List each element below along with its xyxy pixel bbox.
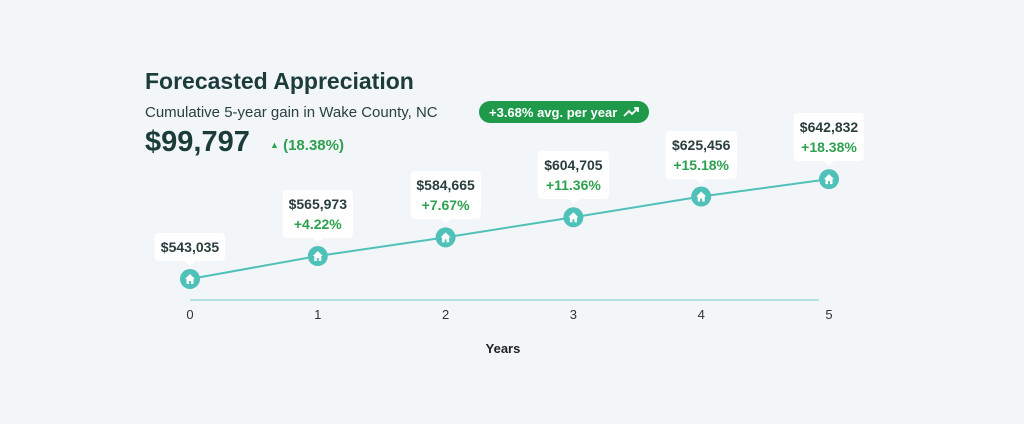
change-label: +18.38% [801,139,857,156]
x-tick-label: 5 [825,307,832,322]
value-label: $642,832 [799,119,859,136]
x-axis-label: Years [486,341,521,356]
data-label: $565,973 +4.22% [282,190,353,244]
trending-up-icon [623,107,640,117]
change-label: +15.18% [673,156,730,173]
house-icon [824,174,834,185]
x-tick-label: 3 [570,307,577,322]
total-gain: $99,797 [145,126,250,158]
chart-title: Forecasted Appreciation [145,68,414,94]
change-label: +7.67% [421,197,470,214]
change-label: +11.36% [545,177,601,194]
triangle-up-icon: ▲ [270,140,279,150]
value-label: $543,035 [160,238,220,255]
x-tick-label: 0 [186,307,193,322]
chart-subtitle: Cumulative 5-year gain in Wake County, N… [145,104,438,121]
house-icon [440,232,451,243]
value-label: $625,456 [671,136,731,153]
avg-growth-badge: +3.68% avg. per year [479,101,650,123]
x-tick-label: 1 [314,307,321,322]
x-tick-label: 4 [698,307,705,322]
house-icon [696,191,707,202]
data-label: $604,705 +11.36% [538,151,609,205]
data-label: $584,665 +7.67% [410,171,481,225]
data-label: $543,035 [154,232,226,266]
value-label: $565,973 [288,196,347,213]
data-label: $625,456 +15.18% [665,130,737,184]
value-label: $584,665 [416,177,475,194]
series-line [189,178,830,280]
house-icon [312,251,323,262]
house-icon [185,273,195,284]
badge-label: +3.68% avg. per year [489,104,618,120]
data-label: $642,832 +18.38% [793,113,865,167]
total-change: ▲ (18.38%) [270,137,344,154]
total-change-value: (18.38%) [283,137,344,154]
change-label: +4.22% [293,216,342,233]
house-icon [568,212,579,223]
value-label: $604,705 [544,157,603,174]
x-tick-label: 2 [442,307,449,322]
